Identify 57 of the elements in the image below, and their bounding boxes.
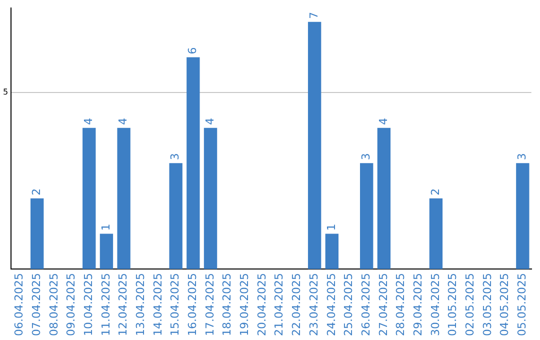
x-tick-label: 26.04.2025 bbox=[359, 273, 372, 336]
x-tick-label: 16.04.2025 bbox=[186, 273, 200, 336]
data-label: 4 bbox=[116, 118, 130, 125]
data-label: 4 bbox=[376, 118, 390, 125]
bar bbox=[377, 128, 391, 270]
data-label: 2 bbox=[30, 188, 43, 196]
x-tick-label: 21.04.2025 bbox=[272, 273, 286, 336]
bar bbox=[325, 234, 338, 270]
x-tick-label: 29.04.2025 bbox=[411, 273, 424, 336]
data-label: 1 bbox=[99, 224, 112, 231]
bar bbox=[204, 128, 218, 270]
bar bbox=[186, 57, 200, 270]
x-tick-label: 27.04.2025 bbox=[376, 273, 390, 336]
y-tick-label: 5 bbox=[2, 88, 8, 97]
x-tick-label: 10.04.2025 bbox=[82, 273, 95, 336]
data-label: 3 bbox=[359, 153, 372, 160]
x-tick-label: 22.04.2025 bbox=[290, 273, 304, 336]
data-label: 4 bbox=[82, 118, 95, 125]
x-tick-label: 08.04.2025 bbox=[47, 273, 60, 336]
x-tick-label: 23.04.2025 bbox=[307, 273, 320, 336]
bar bbox=[82, 128, 96, 270]
x-tick-label: 01.05.2025 bbox=[446, 273, 460, 336]
x-tick-label: 15.04.2025 bbox=[168, 273, 182, 336]
x-tick-label: 02.05.2025 bbox=[464, 273, 476, 336]
data-label: 6 bbox=[186, 47, 200, 54]
x-tick-label: 13.04.2025 bbox=[134, 273, 148, 336]
x-tick-label: 03.05.2025 bbox=[480, 273, 494, 336]
x-tick-label: 09.04.2025 bbox=[64, 273, 78, 336]
data-label: 1 bbox=[324, 224, 338, 231]
x-tick-label: 19.04.2025 bbox=[238, 273, 252, 336]
x-tick-label: 04.05.2025 bbox=[498, 273, 512, 336]
bar bbox=[100, 234, 114, 270]
data-label: 4 bbox=[203, 118, 216, 125]
x-tick-label: 11.04.2025 bbox=[99, 273, 112, 336]
x-tick-label: 05.05.2025 bbox=[516, 273, 529, 336]
bar bbox=[360, 163, 374, 270]
bar bbox=[169, 163, 182, 270]
x-tick-label: 14.04.2025 bbox=[151, 273, 164, 336]
x-tick-label: 17.04.2025 bbox=[203, 273, 216, 336]
x-tick-label: 12.04.2025 bbox=[116, 273, 130, 336]
data-label: 3 bbox=[516, 153, 529, 160]
x-tick-label: 07.04.2025 bbox=[30, 273, 43, 336]
x-tick-label: 18.04.2025 bbox=[220, 273, 234, 336]
bar bbox=[30, 198, 44, 270]
data-label: 2 bbox=[428, 188, 442, 196]
bar bbox=[516, 163, 530, 270]
bar bbox=[429, 198, 443, 270]
x-tick-label: 25.04.2025 bbox=[342, 273, 356, 336]
data-label: 3 bbox=[168, 153, 182, 160]
x-tick-label: 20.04.2025 bbox=[255, 273, 268, 336]
x-tick-label: 24.04.2025 bbox=[324, 273, 338, 336]
x-tick-label: 30.04.2025 bbox=[428, 273, 442, 336]
bar bbox=[117, 128, 130, 270]
bar bbox=[308, 22, 322, 270]
x-tick-label: 28.04.2025 bbox=[394, 273, 408, 336]
data-label: 7 bbox=[307, 12, 320, 19]
x-tick-label: 06.04.2025 bbox=[12, 273, 26, 336]
